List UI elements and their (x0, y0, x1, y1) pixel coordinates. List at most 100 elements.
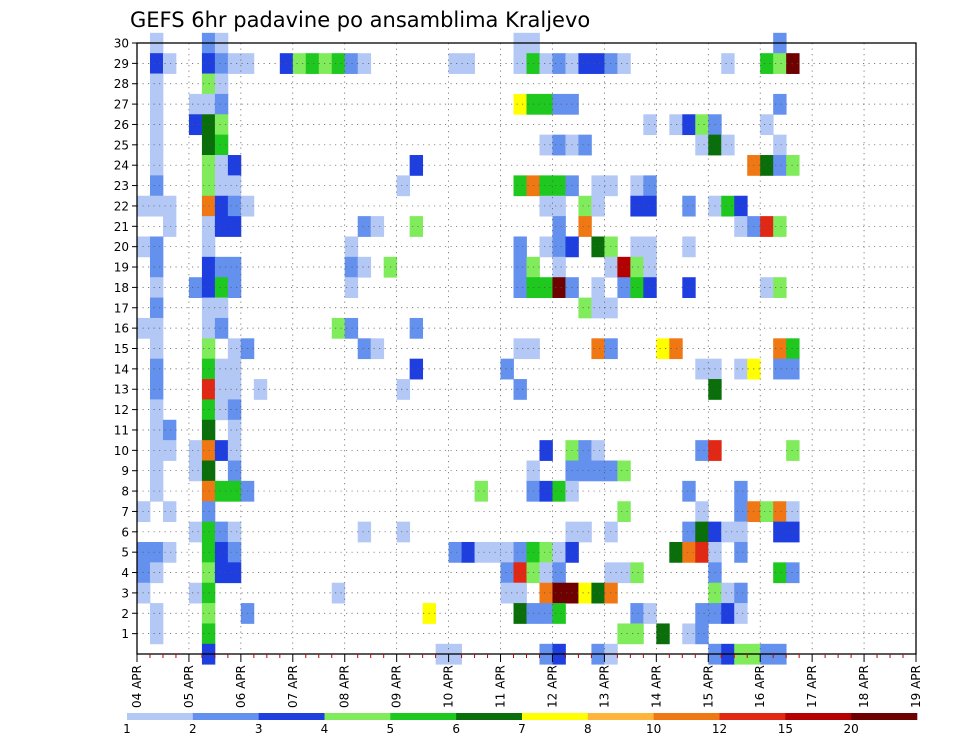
heatmap-cell (539, 195, 553, 217)
x-tick-label: 13 APR (597, 665, 611, 708)
heatmap-cell (578, 582, 592, 604)
heatmap-cell (539, 277, 553, 298)
heatmap-cell (578, 297, 592, 319)
heatmap-cell (630, 236, 644, 258)
heatmap-cell (591, 236, 605, 258)
heatmap-cell (305, 53, 320, 74)
heatmap-cell (760, 501, 774, 523)
heatmap-cell (149, 399, 164, 421)
y-tick-label: 14 (114, 362, 129, 376)
heatmap-cell (474, 480, 488, 502)
colorbar-label: 4 (321, 722, 329, 736)
heatmap-cell (149, 155, 164, 176)
heatmap-cell (643, 256, 657, 278)
heatmap-cell (188, 440, 203, 461)
y-tick-label: 27 (114, 98, 129, 112)
heatmap-cell (734, 521, 748, 543)
heatmap-cell (734, 582, 748, 604)
heatmap-cell (513, 93, 527, 115)
heatmap-cell (227, 480, 242, 502)
heatmap-cell (695, 603, 709, 624)
heatmap-cell (149, 358, 164, 380)
heatmap-cell (539, 440, 553, 461)
x-tick-label: 10 APR (442, 665, 456, 708)
heatmap-cell (227, 338, 242, 360)
heatmap-cell (591, 440, 605, 461)
heatmap-cell (695, 623, 709, 645)
colorbar-swatch (587, 713, 654, 720)
heatmap-cell (721, 53, 735, 74)
heatmap-cell (773, 155, 787, 176)
heatmap-cell (149, 93, 164, 115)
heatmap-cell (227, 277, 242, 298)
x-tick-label: 07 APR (286, 665, 300, 708)
heatmap-cell (773, 93, 787, 115)
heatmap-cell (149, 134, 164, 156)
x-tick-label: 05 APR (182, 665, 196, 708)
heatmap-cell (227, 53, 242, 74)
x-tick-label: 15 APR (701, 665, 715, 708)
heatmap-cell (513, 256, 527, 278)
heatmap-cell (552, 195, 566, 217)
heatmap-cell (357, 256, 372, 278)
heatmap-cell (162, 501, 177, 523)
heatmap-cell (513, 562, 527, 584)
heatmap-cell (149, 317, 164, 339)
heatmap-cell (773, 358, 787, 380)
heatmap-cell (552, 541, 566, 563)
heatmap-cell (214, 358, 229, 380)
heatmap-cell (409, 155, 424, 176)
heatmap-cell (552, 175, 566, 197)
heatmap-cell (539, 541, 553, 563)
heatmap-cell (539, 582, 553, 604)
heatmap-cell (578, 521, 592, 543)
heatmap-cell (721, 134, 735, 156)
heatmap-cell (331, 53, 346, 74)
heatmap-cell (344, 277, 359, 298)
heatmap-cell (513, 338, 527, 360)
colorbar-label: 15 (778, 722, 793, 736)
heatmap-cell (760, 114, 774, 136)
heatmap-cell (617, 277, 631, 298)
heatmap-cell (539, 53, 553, 74)
heatmap-cell (773, 216, 787, 237)
heatmap-cell (682, 114, 696, 136)
heatmap-cell (214, 53, 229, 74)
heatmap-cell (773, 53, 787, 74)
y-tick-label: 9 (121, 464, 129, 478)
colorbar-label: 2 (189, 722, 197, 736)
heatmap-cell (539, 93, 553, 115)
heatmap-cell (786, 501, 800, 523)
heatmap-cell (578, 53, 592, 74)
heatmap-cell (500, 358, 514, 380)
heatmap-cell (487, 541, 501, 563)
heatmap-cell (149, 338, 164, 360)
heatmap-cell (721, 603, 735, 624)
heatmap-cell (149, 541, 164, 563)
heatmap-cell (773, 562, 787, 584)
heatmap-cell (643, 277, 657, 298)
heatmap-cell (214, 480, 229, 502)
heatmap-cell (786, 338, 800, 360)
y-tick-label: 16 (114, 322, 129, 336)
heatmap-cell (214, 195, 229, 217)
heatmap-cell (760, 277, 774, 298)
heatmap-cell (786, 562, 800, 584)
heatmap-cell (227, 399, 242, 421)
heatmap-cell (292, 53, 307, 74)
heatmap-cell (214, 155, 229, 176)
colorbar-label: 12 (712, 722, 727, 736)
heatmap-cell (149, 440, 164, 461)
heatmap-cell (591, 277, 605, 298)
colorbar-label: 20 (844, 722, 859, 736)
x-tick-label: 09 APR (390, 665, 404, 708)
colorbar-label: 3 (255, 722, 263, 736)
colorbar-legend: 1 2 3 4 5 6 7 8 10 12 15 20 (123, 713, 918, 736)
heatmap-cell (513, 603, 527, 624)
heatmap-cell (552, 134, 566, 156)
x-tick-label: 18 APR (857, 665, 871, 708)
y-tick-label: 18 (114, 281, 129, 295)
heatmap-cell (617, 623, 631, 645)
colorbar-swatch (785, 713, 852, 720)
heatmap-cell (149, 277, 164, 298)
